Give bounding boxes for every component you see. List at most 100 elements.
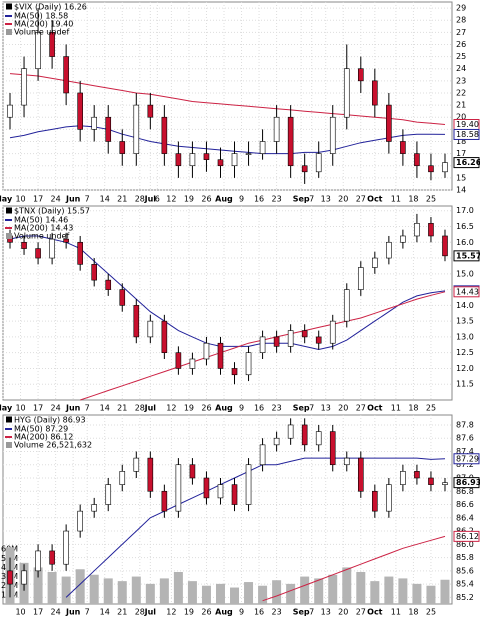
x-tick-label: 25 — [426, 608, 436, 617]
x-tick-label: May — [0, 404, 13, 413]
y-tick-label: 86.0 — [456, 540, 474, 549]
y-tick-label: 14.0 — [456, 301, 474, 310]
volume-bar — [215, 583, 225, 604]
y-tick-label: 24 — [456, 64, 466, 73]
candle-body — [315, 336, 322, 344]
x-tick-label: 11 — [391, 404, 401, 413]
y-tick-label: 29 — [456, 4, 466, 13]
candle-body — [7, 104, 13, 118]
x-tick-label: 28 — [135, 608, 145, 617]
x-tick-label: Aug — [215, 195, 233, 204]
candle-body — [301, 424, 308, 446]
x-tick-label: 14 — [100, 404, 110, 413]
volume-bar — [286, 583, 296, 604]
candle-body — [147, 320, 154, 338]
candle-body — [259, 444, 266, 466]
candle-body — [287, 116, 294, 167]
x-tick-label: 10 — [15, 195, 25, 204]
x-tick-label: 26 — [201, 404, 211, 413]
candle-body — [203, 153, 210, 160]
y-tick-label: 27 — [456, 28, 466, 37]
y-tick-label: 11.5 — [456, 380, 474, 389]
candle-body — [147, 104, 154, 118]
x-tick-label: 13 — [321, 608, 331, 617]
candle-body — [91, 504, 98, 512]
volume-bar — [356, 572, 366, 604]
candle-body — [259, 141, 266, 154]
x-tick-label: Jul — [144, 404, 157, 413]
candle-body — [35, 248, 41, 259]
candle-body — [442, 235, 448, 257]
y-tick-label: 21 — [456, 101, 466, 110]
candle-body — [63, 238, 69, 243]
x-tick-label: Oct — [367, 195, 383, 204]
price-tag-box — [453, 157, 480, 169]
candle-body — [133, 457, 140, 472]
x-tick-label: 14 — [100, 195, 110, 204]
x-tick-label: Jun — [65, 608, 81, 617]
legend-entry: MA(200) 19.40 — [14, 20, 73, 29]
candle-body — [105, 484, 112, 505]
volume-bar — [398, 578, 408, 604]
y-tick-label: 87.6 — [456, 434, 474, 443]
legend-entry: MA(200) 14.43 — [14, 224, 73, 233]
x-tick-label: Oct — [367, 608, 383, 617]
x-tick-label: 17 — [33, 404, 43, 413]
y-tick-label: 87.4 — [456, 447, 474, 456]
x-tick-label: 7 — [85, 404, 90, 413]
y-tick-label: 85.4 — [456, 580, 474, 589]
candle-body — [217, 484, 224, 499]
y-tick-label: 85.6 — [456, 566, 474, 575]
candle-body — [357, 68, 364, 82]
candle-body — [343, 457, 350, 466]
x-tick-label: 25 — [426, 404, 436, 413]
candle-body — [400, 235, 406, 243]
candle-body — [175, 352, 182, 369]
volume-bar — [131, 576, 141, 604]
y-tick-label: 86.8 — [456, 487, 474, 496]
x-tick-label: 12 — [166, 195, 176, 204]
ma-line — [262, 535, 446, 602]
candle-body — [245, 153, 252, 155]
x-tick-label: 27 — [356, 608, 366, 617]
x-tick-label: Oct — [367, 404, 383, 413]
candle-body — [119, 471, 126, 485]
volume-bar — [412, 583, 422, 604]
volume-bar — [103, 578, 113, 604]
y-tick-label: 18 — [456, 137, 466, 146]
candle-body — [161, 490, 168, 512]
candle-body — [329, 320, 336, 344]
x-tick-label: 27 — [356, 404, 366, 413]
y-tick-label: 14 — [456, 186, 466, 195]
candle-body — [147, 457, 154, 492]
x-tick-label: 17 — [33, 608, 43, 617]
x-tick-label: 7 — [309, 608, 314, 617]
candle-body — [343, 68, 350, 118]
y-tick-label: 28 — [456, 16, 466, 25]
x-tick-label: 16 — [254, 608, 264, 617]
candle-body — [91, 116, 98, 130]
legend-entry: Volume undef — [14, 232, 69, 241]
candle-body — [63, 56, 69, 94]
candle-body — [245, 352, 252, 376]
y-tick-label: 17 — [456, 149, 466, 158]
panel-title: $TNX (Daily) 15.57 — [14, 207, 90, 216]
x-tick-label: 10 — [15, 608, 25, 617]
price-tag: 87.29 — [456, 454, 479, 463]
volume-bar — [314, 578, 324, 604]
candle-body — [21, 570, 27, 585]
x-tick-label: Aug — [215, 404, 233, 413]
price-tag: 19.40 — [456, 120, 479, 129]
volume-bar — [230, 587, 240, 604]
candle-body — [329, 431, 336, 466]
candle-body — [105, 116, 112, 142]
price-tag: 16.26 — [456, 158, 480, 167]
x-tick-label: 21 — [117, 404, 127, 413]
y-tick-label: 20 — [456, 113, 466, 122]
candle-body — [189, 153, 196, 167]
x-tick-label: 7 — [309, 404, 314, 413]
y-tick-label: 15.0 — [456, 269, 474, 278]
ma-line — [65, 457, 446, 598]
candle-body — [189, 358, 196, 369]
x-tick-label: 7 — [85, 195, 90, 204]
